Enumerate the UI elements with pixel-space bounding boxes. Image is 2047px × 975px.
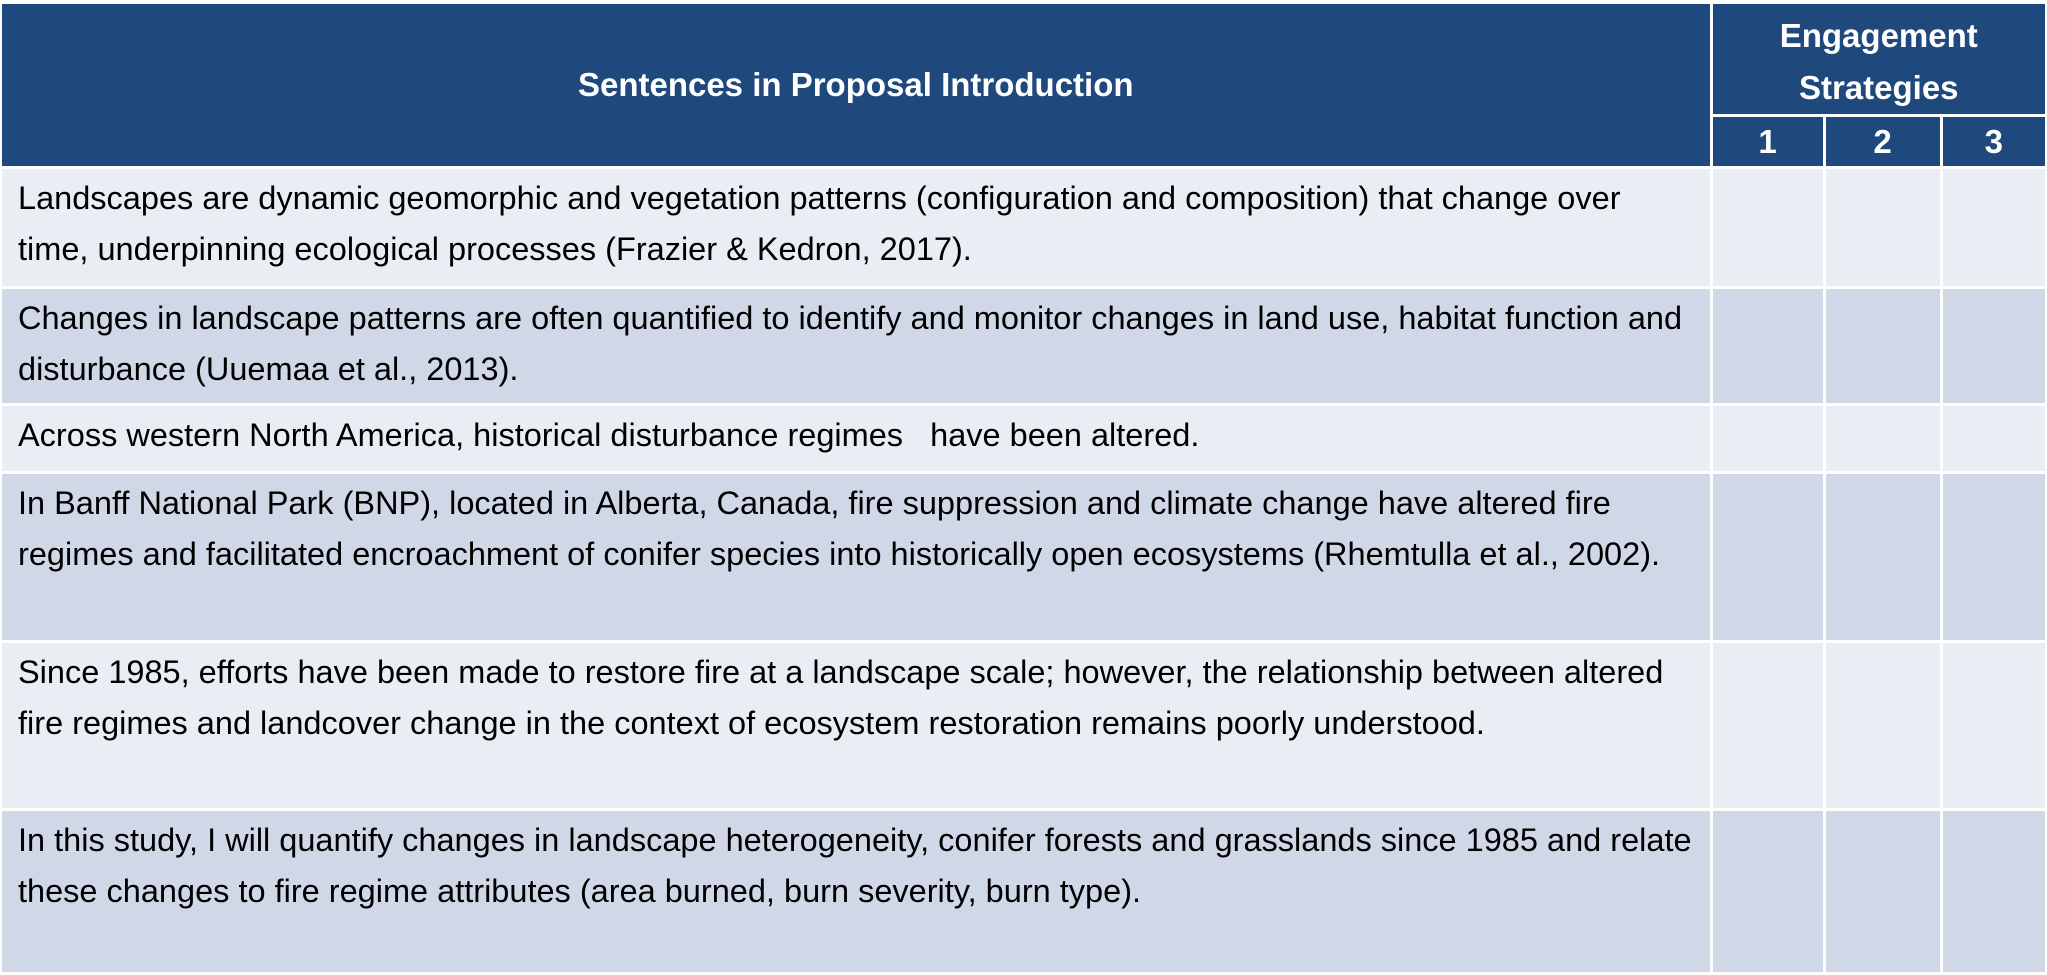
strategy-1-cell <box>1709 285 1826 407</box>
strategy-1-cell <box>1709 807 1826 972</box>
engagement-strategies-header: Engagement Strategies <box>1709 4 2046 117</box>
table-row: Since 1985, efforts have been made to re… <box>2 640 2046 811</box>
strategy-3-cell <box>1939 807 2046 972</box>
strategy-2-cell <box>1822 285 1943 407</box>
strategy-2-cell <box>1822 166 1943 289</box>
strategy-1-cell <box>1709 403 1826 475</box>
strategy-2-cell <box>1822 403 1943 475</box>
sentence-cell: Across western North America, historical… <box>2 403 1713 475</box>
sentence-cell: Since 1985, efforts have been made to re… <box>2 640 1713 811</box>
engagement-strategies-table: Sentences in Proposal Introduction Engag… <box>2 4 2046 972</box>
strategy-3-cell <box>1939 640 2046 811</box>
strategy-1-cell <box>1709 166 1826 289</box>
sentence-cell: In this study, I will quantify changes i… <box>2 807 1713 972</box>
table-row: Landscapes are dynamic geomorphic and ve… <box>2 166 2046 289</box>
sentence-cell: Landscapes are dynamic geomorphic and ve… <box>2 166 1713 289</box>
strategy-3-cell <box>1939 403 2046 475</box>
strategy-1-cell <box>1709 640 1826 811</box>
strategy-2-cell <box>1822 640 1943 811</box>
strategy-3-cell <box>1939 166 2046 289</box>
sentences-column-header: Sentences in Proposal Introduction <box>2 4 1713 169</box>
strategy-column-2-header: 2 <box>1822 114 1943 169</box>
sentence-cell: Changes in landscape patterns are often … <box>2 285 1713 407</box>
strategy-column-1-header: 1 <box>1709 114 1826 169</box>
table-row: Changes in landscape patterns are often … <box>2 285 2046 407</box>
table-row: In Banff National Park (BNP), located in… <box>2 471 2046 644</box>
table-row: In this study, I will quantify changes i… <box>2 807 2046 972</box>
strategy-2-cell <box>1822 471 1943 644</box>
table-row: Across western North America, historical… <box>2 403 2046 475</box>
sentence-cell: In Banff National Park (BNP), located in… <box>2 471 1713 644</box>
strategy-3-cell <box>1939 285 2046 407</box>
strategy-column-3-header: 3 <box>1939 114 2046 169</box>
strategy-2-cell <box>1822 807 1943 972</box>
strategy-3-cell <box>1939 471 2046 644</box>
strategy-1-cell <box>1709 471 1826 644</box>
